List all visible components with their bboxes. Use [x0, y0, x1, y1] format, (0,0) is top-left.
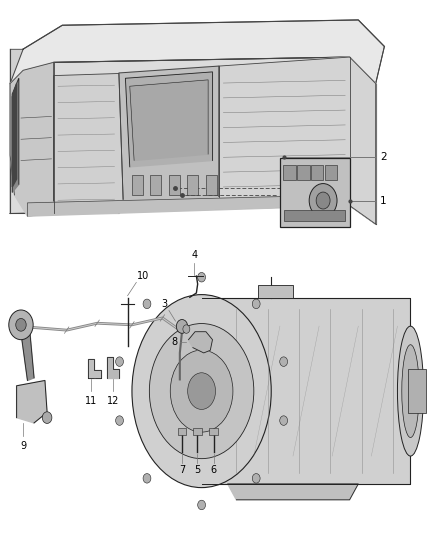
Polygon shape	[10, 49, 23, 214]
Text: 2: 2	[380, 152, 387, 161]
Circle shape	[16, 318, 26, 331]
Ellipse shape	[397, 326, 424, 456]
Text: 7: 7	[179, 465, 185, 475]
Bar	[187, 175, 198, 195]
Bar	[280, 158, 350, 227]
Bar	[283, 165, 296, 180]
Text: 6: 6	[211, 465, 217, 475]
Polygon shape	[12, 84, 17, 187]
Polygon shape	[88, 359, 101, 378]
Polygon shape	[10, 20, 385, 84]
Circle shape	[177, 319, 187, 333]
Circle shape	[309, 183, 337, 217]
Polygon shape	[188, 332, 212, 353]
Ellipse shape	[149, 324, 254, 459]
Polygon shape	[119, 66, 219, 203]
Polygon shape	[228, 484, 358, 500]
Circle shape	[252, 473, 260, 483]
Circle shape	[198, 272, 205, 282]
Text: 5: 5	[194, 465, 200, 475]
Circle shape	[280, 357, 288, 366]
Circle shape	[143, 473, 151, 483]
Bar	[311, 165, 323, 180]
Bar	[169, 175, 180, 195]
Polygon shape	[21, 330, 34, 381]
Bar	[209, 428, 218, 434]
Ellipse shape	[402, 345, 419, 438]
Bar	[193, 428, 201, 434]
Polygon shape	[10, 62, 53, 216]
Text: 4: 4	[191, 250, 197, 260]
Bar	[201, 298, 410, 484]
Circle shape	[280, 416, 288, 425]
Circle shape	[183, 325, 190, 333]
Bar	[408, 369, 426, 414]
Bar	[178, 428, 186, 434]
Text: 11: 11	[85, 397, 97, 406]
Bar	[150, 175, 161, 195]
Text: 10: 10	[137, 271, 149, 281]
Circle shape	[116, 416, 124, 425]
Bar	[258, 285, 293, 298]
Bar	[325, 165, 337, 180]
Text: 12: 12	[106, 397, 119, 406]
Text: 3: 3	[162, 299, 168, 309]
Circle shape	[198, 500, 205, 510]
Circle shape	[116, 357, 124, 366]
Bar	[284, 210, 345, 221]
Polygon shape	[107, 357, 119, 378]
Polygon shape	[219, 57, 376, 224]
Text: 8: 8	[172, 337, 178, 348]
Polygon shape	[53, 74, 123, 214]
Bar	[206, 175, 217, 195]
Ellipse shape	[187, 373, 215, 409]
Circle shape	[252, 299, 260, 309]
Polygon shape	[12, 78, 19, 192]
Bar	[297, 165, 310, 180]
Polygon shape	[125, 72, 212, 167]
Circle shape	[143, 299, 151, 309]
Text: 9: 9	[20, 441, 26, 451]
Ellipse shape	[132, 295, 271, 488]
Polygon shape	[130, 80, 208, 160]
Polygon shape	[10, 57, 376, 224]
Bar	[132, 175, 143, 195]
Ellipse shape	[170, 350, 233, 432]
Text: 1: 1	[380, 196, 387, 206]
Polygon shape	[28, 195, 350, 216]
Circle shape	[42, 412, 52, 423]
Polygon shape	[17, 381, 47, 423]
Circle shape	[316, 192, 330, 209]
Circle shape	[9, 310, 33, 340]
